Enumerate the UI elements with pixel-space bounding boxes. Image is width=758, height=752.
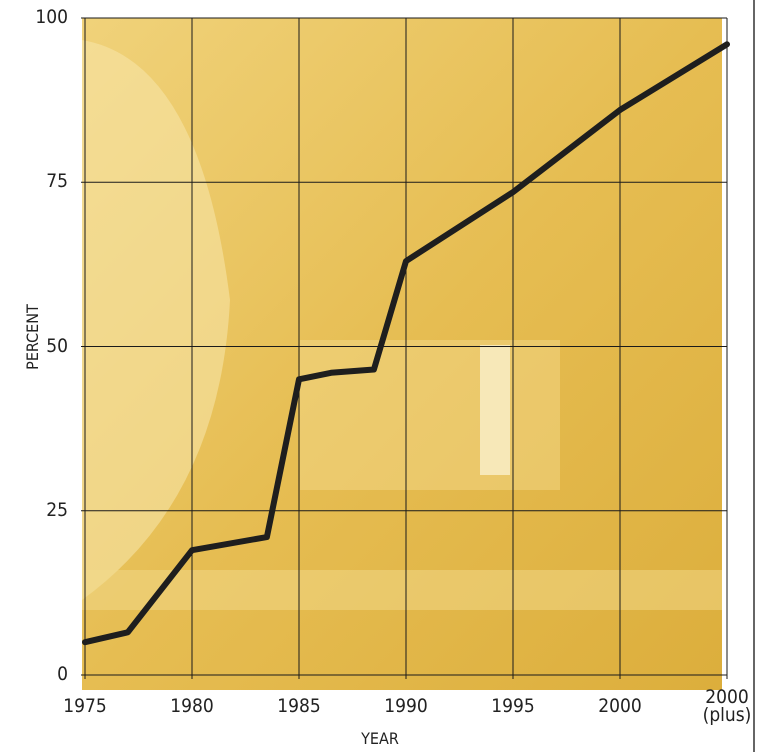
photo-shape (82, 570, 722, 610)
x-tick-label: 1995 (491, 695, 535, 717)
photo-shape (480, 345, 510, 475)
x-tick-label: 1980 (170, 695, 214, 717)
y-tick-label: 25 (46, 498, 68, 521)
x-tick-label: 2000 (598, 695, 642, 717)
x-axis-title: YEAR (361, 729, 399, 748)
x-tick-label: 2000 (plus) (702, 686, 752, 726)
y-tick-label: 75 (46, 170, 68, 193)
y-tick-label: 50 (46, 334, 68, 357)
photo-shape (82, 40, 230, 600)
data-line (82, 41, 730, 646)
x-tick-label: 1990 (384, 695, 428, 717)
photo-shape (300, 340, 560, 490)
x-tick-label: 1985 (277, 695, 321, 717)
y-tick-label: 0 (57, 663, 68, 685)
y-tick-label: 100 (35, 6, 68, 28)
x-tick-label: 1975 (63, 695, 107, 717)
